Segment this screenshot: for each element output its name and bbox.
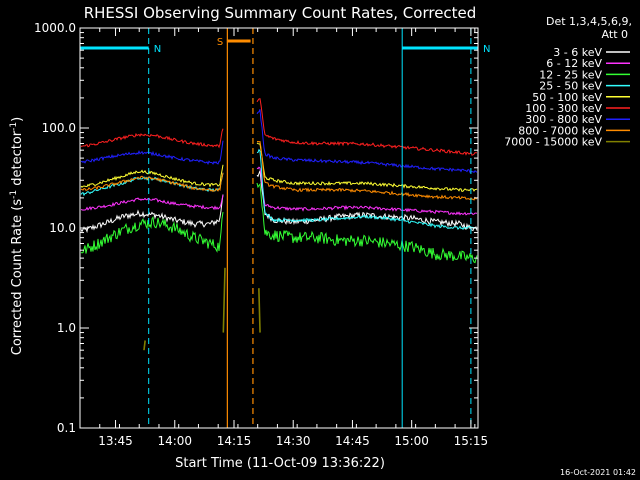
y-tick-label-1: 0.1 xyxy=(57,421,76,435)
legend-label-5: 50 - 100 keV xyxy=(532,91,602,104)
x-tick-label-4: 14:30 xyxy=(276,434,311,448)
y-tick-label-2: 1.0 xyxy=(57,321,76,335)
series-line-3-part-2 xyxy=(256,182,478,264)
series-line-8-part-2 xyxy=(256,140,478,201)
x-tick-label-2: 14:00 xyxy=(157,434,192,448)
y-tick-label-4: 100.0 xyxy=(42,121,76,135)
series-line-8-part-1 xyxy=(80,172,224,193)
footer-date: 16-Oct-2021 01:42 xyxy=(560,468,636,477)
series-line-7-part-2 xyxy=(256,109,478,174)
chart-title: RHESSI Observing Summary Count Rates, Co… xyxy=(84,4,477,22)
series-line-9 xyxy=(143,340,146,351)
series-line-9 xyxy=(258,288,261,333)
x-tick-label-6: 15:00 xyxy=(394,434,429,448)
legend-label-2: 6 - 12 keV xyxy=(546,57,602,70)
legend-label-6: 100 - 300 keV xyxy=(525,102,602,115)
legend-label-7: 300 - 800 keV xyxy=(525,113,602,126)
x-tick-label-1: 13:45 xyxy=(98,434,133,448)
x-tick-label-3: 14:15 xyxy=(217,434,252,448)
x-axis-label: Start Time (11-Oct-09 13:36:22) xyxy=(175,456,385,471)
detector-label: Det 1,3,4,5,6,9, xyxy=(546,15,632,28)
y-tick-label-5: 1000.0 xyxy=(34,21,76,35)
series-line-5-part-1 xyxy=(80,164,224,188)
flag-label-2: N xyxy=(483,44,490,55)
series-line-7-part-1 xyxy=(80,140,224,165)
series-line-1-part-2 xyxy=(256,170,478,232)
attenuator-label: Att 0 xyxy=(602,28,628,41)
series-line-4-part-2 xyxy=(256,148,478,231)
series-line-3-part-1 xyxy=(80,212,224,254)
series-line-1-part-1 xyxy=(80,194,224,234)
legend-label-1: 3 - 6 keV xyxy=(553,46,602,59)
y-axis-label: Corrected Count Rate (s-1 detector-1) xyxy=(9,117,25,355)
plot-frame xyxy=(79,27,479,429)
series-line-5-part-2 xyxy=(256,142,478,192)
series-line-2-part-1 xyxy=(80,194,224,211)
y-tick-label-3: 10.0 xyxy=(49,221,76,235)
flag-label-1: N xyxy=(154,44,161,55)
series-line-2-part-2 xyxy=(256,166,478,216)
series-line-4-part-1 xyxy=(80,172,224,197)
legend-label-8: 800 - 7000 keV xyxy=(518,124,602,137)
plot-area: N N S 0.1 1.0 10.0 100.0 1000.0 13:45 14:00 14:15 1… xyxy=(34,21,490,448)
series-line-6-part-2 xyxy=(256,98,477,156)
legend-label-3: 12 - 25 keV xyxy=(539,68,602,81)
x-tick-label-7: 15:15 xyxy=(454,434,489,448)
flag-label-3: S xyxy=(217,37,223,48)
legend-label-4: 25 - 50 keV xyxy=(539,80,602,93)
x-tick-label-5: 14:45 xyxy=(335,434,370,448)
series-line-9 xyxy=(222,267,226,333)
series-line-6-part-1 xyxy=(80,128,224,149)
legend-label-9: 7000 - 15000 keV xyxy=(504,136,602,149)
